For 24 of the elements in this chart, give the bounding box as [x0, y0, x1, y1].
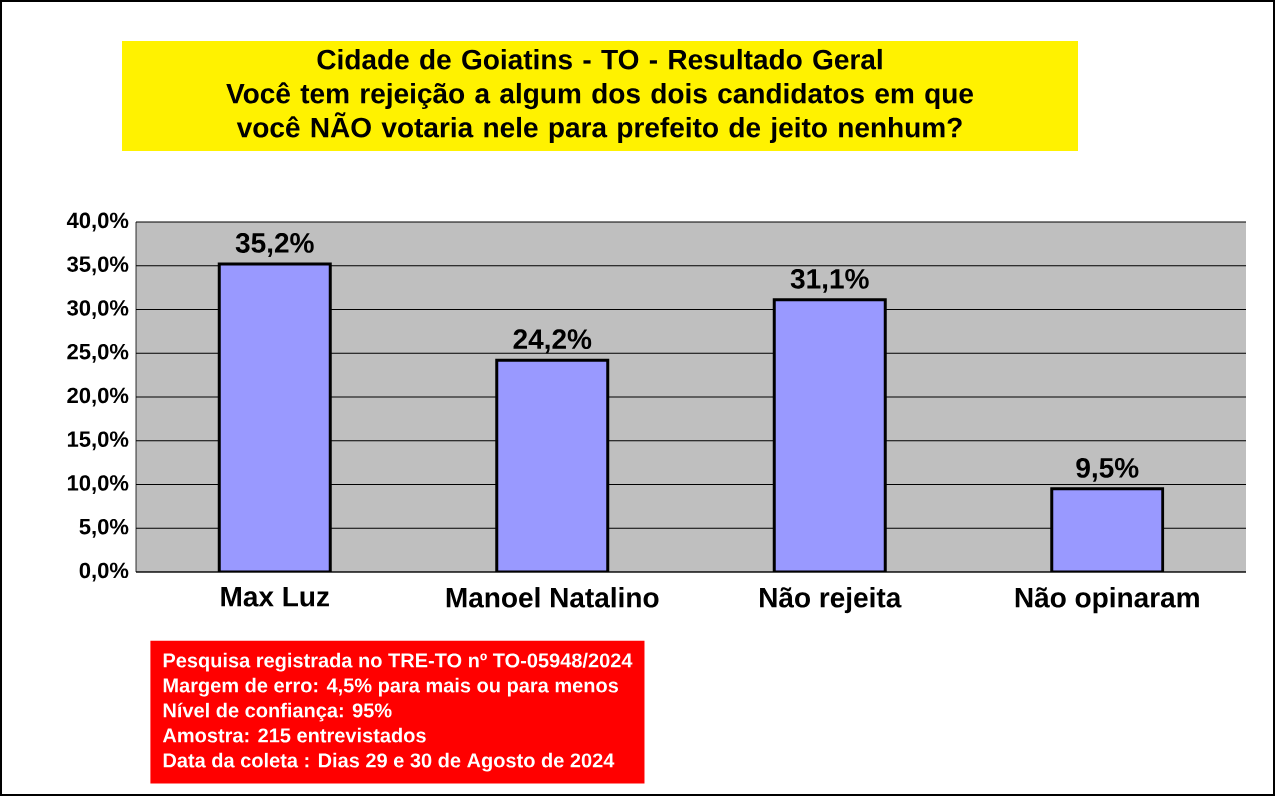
text: Nível de confiança: 95%	[163, 702, 392, 722]
y-tick-label: 10,0%	[67, 475, 129, 494]
chart-title: Cidade de Goiatins - TO - Resultado Geral	[317, 48, 882, 70]
y-tick-label: 5,0%	[79, 518, 129, 538]
chart-subtitle: Você tem rejeição a algum dos dois candidatos em que você NÃO votaria nele para prefeito de jeito nenhum?	[226, 82, 973, 144]
y-tick-label: 30,0%	[67, 300, 129, 319]
data-label: 24,2%	[513, 329, 592, 354]
y-tick-label: 35,0%	[67, 256, 129, 276]
y-tick-label: 25,0%	[67, 343, 129, 363]
text: Pesquisa registrada no TRE-TO nº TO-05948/2024	[163, 652, 633, 672]
x-tick-label: Manoel Natalino	[446, 587, 659, 608]
x-tick-label: Não opinaram	[1015, 587, 1199, 614]
data-label: 35,2%	[235, 233, 314, 257]
text: Data da coleta : Dias 29 e 30 de Agosto de 2024	[163, 752, 615, 772]
text: Margem de erro: 4,5% para mais ou para menos	[163, 677, 619, 697]
y-tick-label: 20,0%	[67, 387, 129, 407]
text: Amostra: 215 entrevistados	[162, 727, 426, 743]
y-tick-label: 0,0%	[79, 562, 129, 582]
data-label: 9,5%	[1076, 457, 1139, 482]
x-tick-label: Max Luz	[221, 587, 329, 607]
y-tick-label: 15,0%	[67, 431, 129, 451]
data-label: 31,1%	[790, 268, 869, 293]
x-tick-label: Não rejeita	[760, 587, 902, 614]
y-tick-label: 40,0%	[66, 212, 129, 232]
